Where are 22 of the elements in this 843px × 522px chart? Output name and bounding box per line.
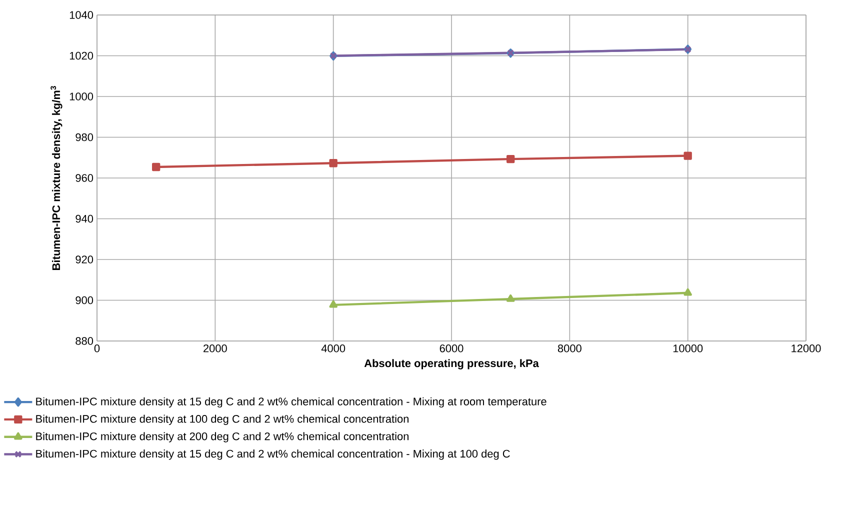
- y-tick-label: 880: [76, 337, 94, 345]
- y-tick-label: 980: [76, 133, 94, 142]
- x-tick-label: 12000: [792, 344, 821, 352]
- x-tick-label: 10000: [673, 344, 703, 352]
- legend-label: Bitumen-IPC mixture density at 200 deg C and 2 wt% chemical concentration: [36, 432, 408, 442]
- y-tick-label: 1040: [70, 11, 94, 19]
- y-tick-label: 900: [76, 296, 94, 304]
- y-axis-title: Bitumen-IPC mixture density, kg/m$^{3}$: [50, 86, 62, 270]
- y-tick-label: 1000: [70, 92, 94, 100]
- y-tick-label: 940: [76, 214, 94, 223]
- y-tick-label: 920: [76, 256, 94, 264]
- x-axis-title: Absolute operating pressure, kPa: [364, 359, 539, 370]
- y-tick-label: 960: [76, 174, 94, 182]
- x-tick-label: 2000: [204, 344, 227, 352]
- x-tick-label: 0: [94, 344, 100, 352]
- y-tick-label: 1020: [70, 52, 94, 60]
- legend-label: Bitumen-IPC mixture density at 100 deg C and 2 wt% chemical concentration: [36, 414, 408, 425]
- legend-label: Bitumen-IPC mixture density at 15 deg C and 2 wt% chemical concentration - Mixing at room temperature: [36, 397, 546, 408]
- legend-label: Bitumen-IPC mixture density at 15 deg C and 2 wt% chemical concentration - Mixing at 100 deg C: [36, 450, 510, 460]
- x-tick-label: 8000: [558, 344, 582, 352]
- x-tick-label: 6000: [440, 344, 464, 352]
- x-tick-label: 4000: [321, 344, 346, 352]
